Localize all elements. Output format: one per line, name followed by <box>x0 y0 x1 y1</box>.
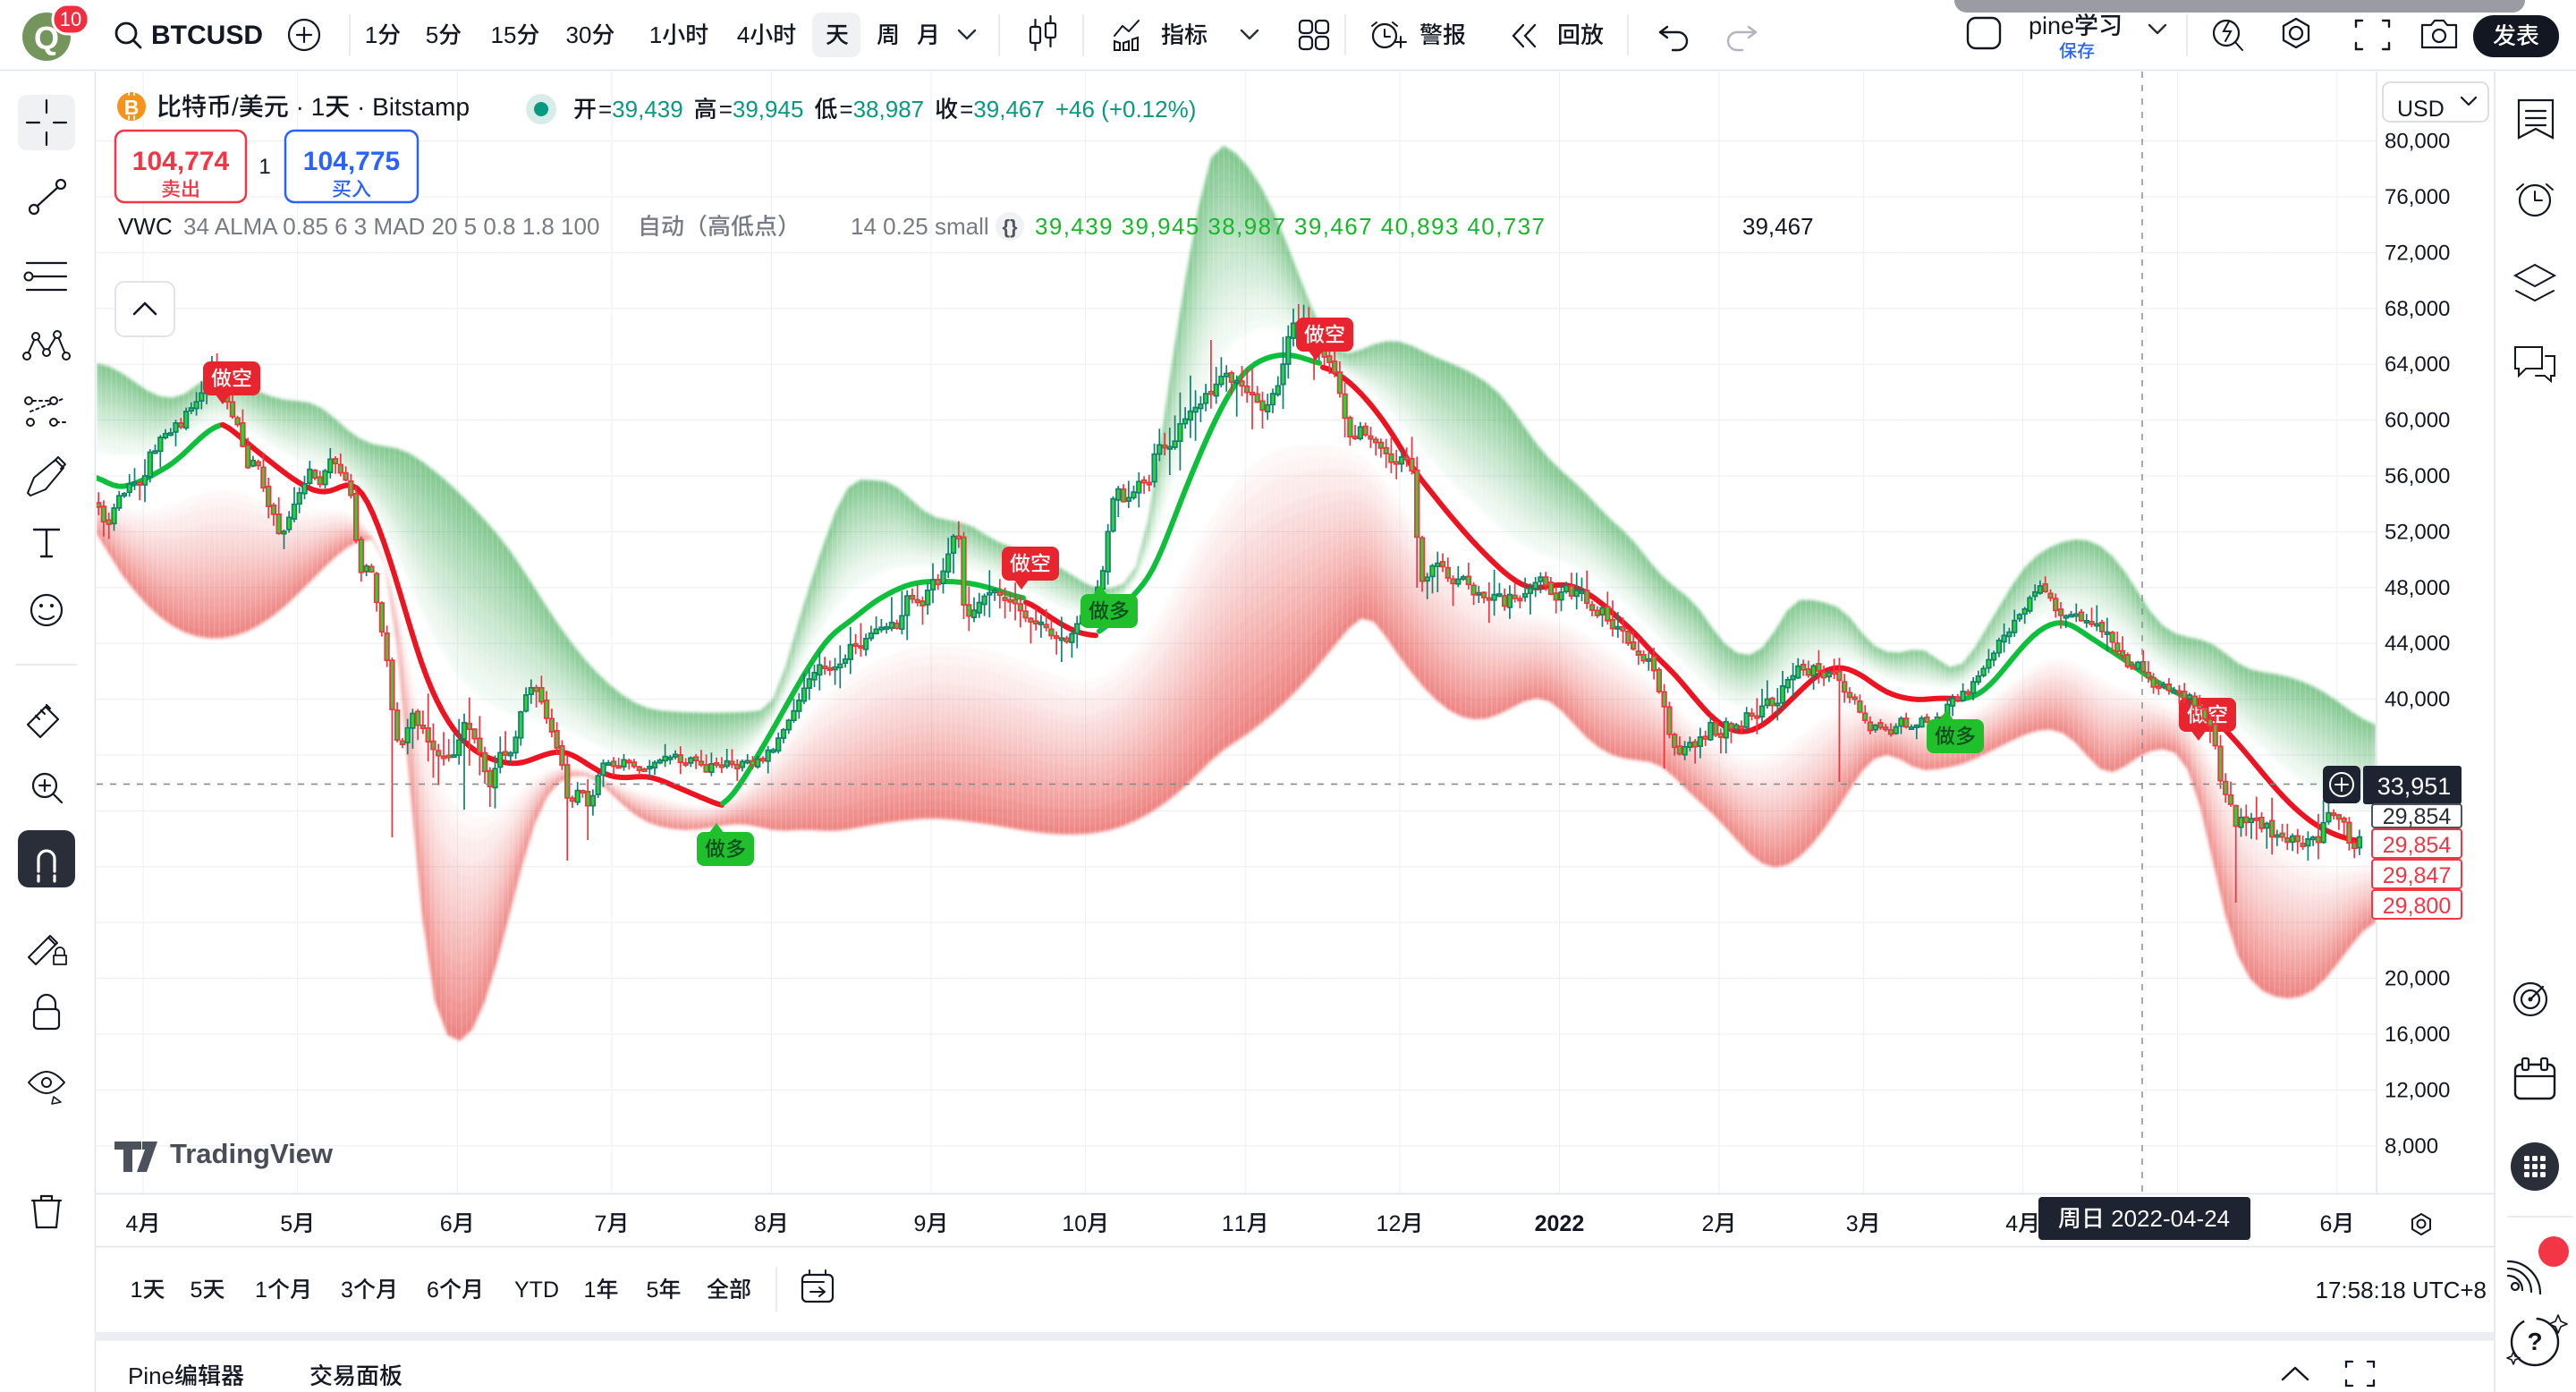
svg-text:+46 (+0.12%): +46 (+0.12%) <box>1055 96 1197 123</box>
svg-text:56,000: 56,000 <box>2385 464 2450 488</box>
svg-text:2022: 2022 <box>1535 1211 1585 1236</box>
svg-text:17:58:18 UTC+8: 17:58:18 UTC+8 <box>2315 1277 2487 1303</box>
svg-text:60,000: 60,000 <box>2385 409 2450 433</box>
svg-text:39,467: 39,467 <box>1742 213 1814 240</box>
svg-text:76,000: 76,000 <box>2385 185 2450 209</box>
svg-text:12,000: 12,000 <box>2385 1078 2450 1102</box>
svg-text:33,951: 33,951 <box>2377 773 2452 800</box>
svg-text:{}: {} <box>1002 216 1018 238</box>
svg-text:1: 1 <box>258 155 270 179</box>
svg-text:39,439 39,945 38,987 39,467 40: 39,439 39,945 38,987 39,467 40,893 40,73… <box>1035 213 1545 240</box>
svg-text:29,800: 29,800 <box>2383 894 2451 919</box>
svg-text:=: = <box>839 96 852 123</box>
svg-text:39,439: 39,439 <box>612 96 683 123</box>
svg-text:34 ALMA 0.85 6 3 MAD 20 5 0.8: 34 ALMA 0.85 6 3 MAD 20 5 0.8 1.8 100 <box>183 213 599 240</box>
svg-text:72,000: 72,000 <box>2385 241 2450 265</box>
svg-text:20,000: 20,000 <box>2385 967 2450 991</box>
svg-text:=: = <box>960 96 973 123</box>
svg-text:29,854: 29,854 <box>2383 833 2452 858</box>
svg-text:39,467: 39,467 <box>973 96 1045 123</box>
svg-text:YTD: YTD <box>514 1277 559 1303</box>
svg-text:40,000: 40,000 <box>2385 688 2450 712</box>
svg-text:48,000: 48,000 <box>2385 576 2450 600</box>
svg-text:USD: USD <box>2397 97 2445 122</box>
svg-text:=: = <box>598 96 612 123</box>
svg-text:?: ? <box>2527 1328 2542 1355</box>
svg-text:68,000: 68,000 <box>2385 297 2450 321</box>
svg-text:39,945: 39,945 <box>733 96 804 123</box>
svg-text:52,000: 52,000 <box>2385 520 2450 544</box>
svg-text:44,000: 44,000 <box>2385 632 2450 656</box>
svg-text:TradingView: TradingView <box>170 1138 334 1169</box>
svg-text:64,000: 64,000 <box>2385 352 2450 377</box>
svg-text:80,000: 80,000 <box>2385 130 2450 154</box>
svg-text:29,854: 29,854 <box>2383 804 2452 829</box>
svg-text:BTCUSD: BTCUSD <box>151 21 263 50</box>
svg-text:B: B <box>124 96 140 119</box>
svg-text:16,000: 16,000 <box>2385 1023 2450 1047</box>
svg-text:8,000: 8,000 <box>2385 1134 2438 1159</box>
svg-text:=: = <box>719 96 733 123</box>
svg-text:104,775: 104,775 <box>303 147 400 176</box>
svg-text:14 0.25 small: 14 0.25 small <box>851 213 989 240</box>
svg-text:29,847: 29,847 <box>2383 863 2451 888</box>
svg-text:38,987: 38,987 <box>853 96 925 123</box>
svg-text:104,774: 104,774 <box>132 147 230 176</box>
svg-text:10: 10 <box>60 8 81 30</box>
svg-text:VWC: VWC <box>118 213 173 240</box>
